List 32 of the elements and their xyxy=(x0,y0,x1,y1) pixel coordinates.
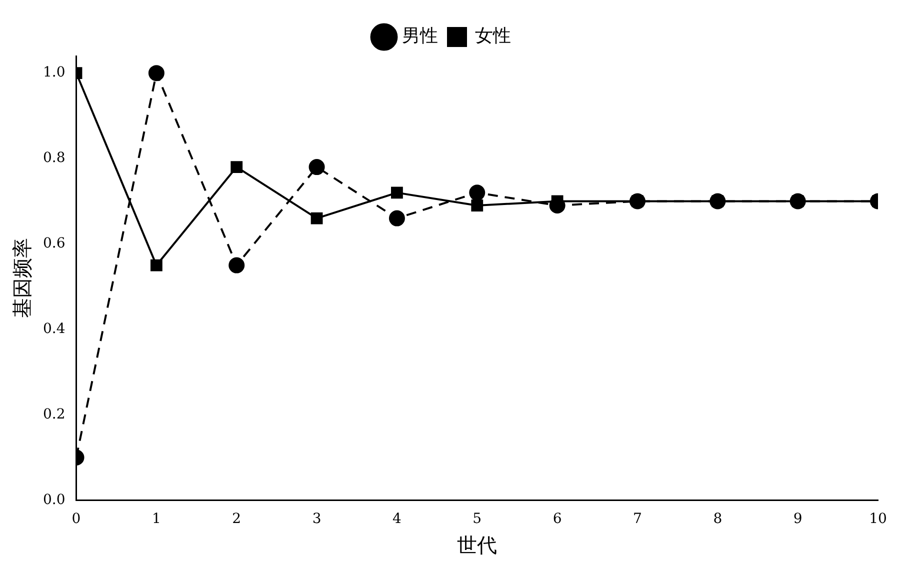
point xyxy=(150,259,162,272)
point xyxy=(308,159,325,176)
point xyxy=(471,200,484,212)
y-tick-label: 0.0 xyxy=(43,492,66,508)
x-tick-label: 3 xyxy=(312,511,322,528)
point xyxy=(230,161,243,173)
x-tick-label: 9 xyxy=(793,511,802,528)
y-tick-label: 1.0 xyxy=(43,64,66,81)
point xyxy=(391,186,403,199)
x-tick-label: 5 xyxy=(472,511,482,528)
x-axis-title: 世代 xyxy=(457,533,498,558)
x-tick-label: 4 xyxy=(392,511,402,528)
x-tick-label: 0 xyxy=(72,511,81,528)
point xyxy=(629,193,646,210)
y-tick-label: 0.6 xyxy=(43,236,66,252)
y-axis-title: 基因频率 xyxy=(10,238,34,318)
y-tick-label: 0.8 xyxy=(43,150,66,166)
legend-label: 男性 xyxy=(402,26,438,47)
y-tick-label: 0.2 xyxy=(43,406,66,422)
x-tick-label: 10 xyxy=(869,511,887,528)
point xyxy=(228,257,245,274)
x-tick-label: 2 xyxy=(232,511,242,528)
y-tick-label: 0.4 xyxy=(43,320,66,337)
point xyxy=(148,65,164,82)
point xyxy=(469,184,486,201)
legend-label: 女性 xyxy=(475,26,511,47)
point xyxy=(310,212,323,224)
x-tick-label: 7 xyxy=(633,511,642,528)
x-tick-label: 8 xyxy=(713,511,722,528)
x-tick-label: 6 xyxy=(552,511,562,528)
point xyxy=(388,210,405,226)
x-tick-label: 1 xyxy=(152,511,161,528)
